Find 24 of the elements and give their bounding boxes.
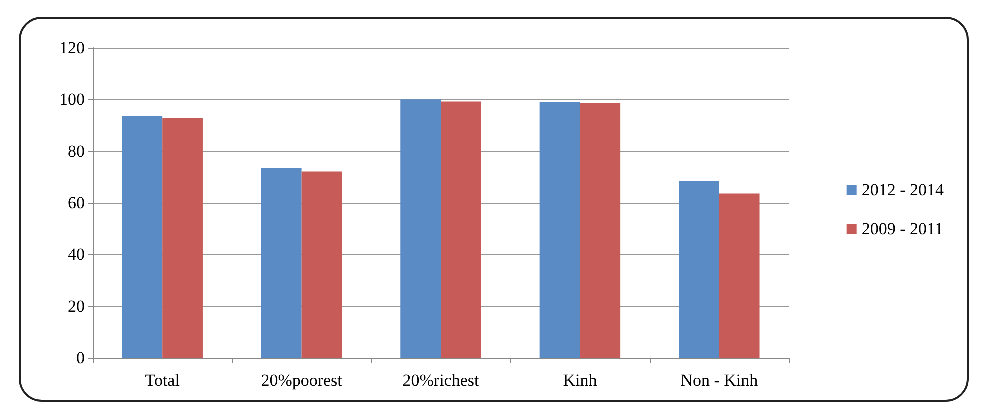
x-tick-label: Total [145,371,180,390]
bar [122,116,163,358]
y-tick-label: 40 [68,245,85,264]
x-tick-label: 20%richest [402,371,480,390]
y-tick-label: 120 [60,38,85,58]
bar [679,181,720,358]
y-tick-label: 100 [60,90,85,110]
x-tick-label: Non - Kinh [680,371,759,390]
y-tick-label: 0 [76,348,85,368]
bar [540,102,580,358]
x-tick-label: 20%poorest [261,371,343,390]
legend-label: 2009 - 2011 [862,220,944,238]
y-tick-label: 60 [68,194,85,212]
bar [302,172,342,358]
bar [719,194,760,358]
y-tick-label: 20 [68,296,85,316]
legend-label: 2012 - 2014 [862,180,944,200]
bar [580,103,621,358]
y-tick-label: 80 [68,142,85,161]
bar [400,100,441,358]
bar [441,102,482,358]
x-tick-label: Kinh [563,371,598,390]
bar [261,168,302,358]
bar [162,118,203,358]
